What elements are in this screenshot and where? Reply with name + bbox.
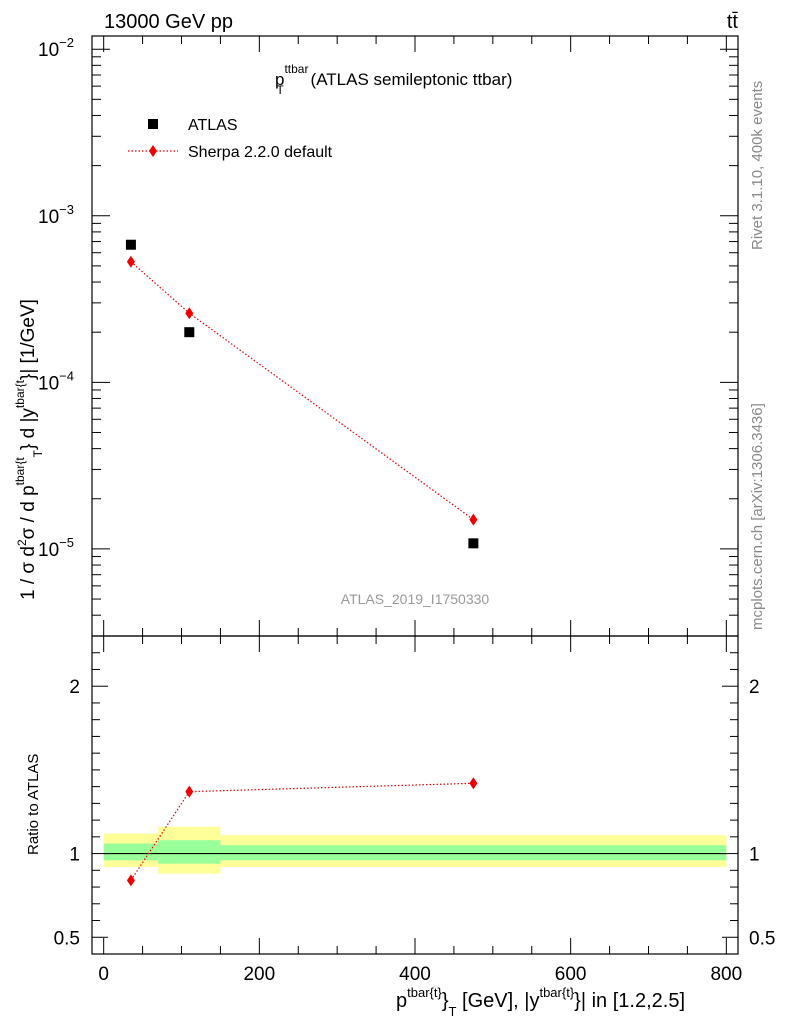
main-axes: 10−2 10−3 10−4 10−5 <box>38 35 738 637</box>
sherpa-point <box>469 513 478 526</box>
xlabel-sub: T <box>449 1004 457 1019</box>
sherpa-point <box>126 255 135 268</box>
x-tick-label: 0 <box>98 964 109 985</box>
title-sub: T <box>276 83 284 97</box>
ratio-y-tick-label: 1 <box>69 845 80 866</box>
x-tick-label: 600 <box>555 964 587 985</box>
ratio-y-label: Ratio to ATLAS <box>25 754 42 855</box>
process-label: tt̄ <box>727 11 739 33</box>
mcplots-label: mcplots.cern.ch [arXiv:1306.3436] <box>749 403 766 630</box>
x-tick-label: 200 <box>243 964 275 985</box>
xlabel-end: }| in [1.2,2.5] <box>574 990 685 1012</box>
title-rest: (ATLAS semileptonic ttbar) <box>306 70 513 89</box>
ratio-panel: 0 200 400 600 800 0.5 0.5 1 1 2 2 Ratio to ATLAS p… <box>25 635 775 1019</box>
main-y-tick-label: 10−4 <box>38 368 74 394</box>
ratio-y-tick-label: 0.5 <box>54 928 80 949</box>
xlabel-close: } <box>442 990 449 1012</box>
analysis-watermark: ATLAS_2019_I1750330 <box>341 591 490 607</box>
x-axis-label: ptbar{t}}T [GeV], |ytbar{t}}| in [1.2,2.… <box>396 985 685 1019</box>
energy-label: 13000 GeV pp <box>104 11 233 33</box>
atlas-point <box>468 538 479 549</box>
sherpa-point <box>185 307 194 320</box>
atlas-point <box>125 239 136 250</box>
ratio-marks <box>103 777 727 887</box>
ratio-y-tick-label-right: 0.5 <box>749 928 775 949</box>
main-y-tick-label: 10−2 <box>38 35 74 61</box>
xlabel-mid: [GeV], |y <box>456 990 539 1012</box>
title-sup: ttbar <box>284 62 308 76</box>
ratio-axes: 0 200 400 600 800 0.5 0.5 1 1 2 2 <box>54 636 775 985</box>
rivet-label: Rivet 3.1.10, 400k events <box>749 81 766 250</box>
ratio-sherpa-point <box>126 874 135 887</box>
title-main: p <box>275 70 284 89</box>
x-tick-label: 400 <box>399 964 431 985</box>
legend: ATLAS Sherpa 2.2.0 default <box>128 117 333 161</box>
ratio-band-inner <box>158 840 221 864</box>
x-tick-label: 800 <box>710 964 742 985</box>
main-y-tick-label: 10−5 <box>38 535 74 561</box>
atlas-point <box>184 327 195 338</box>
legend-atlas-label: ATLAS <box>188 117 238 134</box>
legend-atlas-marker <box>148 119 158 129</box>
legend-sherpa-marker <box>149 145 157 157</box>
xlabel-p: p <box>396 990 407 1012</box>
ratio-band-inner <box>220 845 727 861</box>
ratio-band-inner <box>103 843 159 861</box>
ratio-y-tick-label: 2 <box>69 677 80 698</box>
main-panel: 10−2 10−3 10−4 10−5 pttbar T (ATLAS semilept… <box>13 35 739 637</box>
xlabel-sup2: tbar{t} <box>539 985 574 1000</box>
xlabel-sup1: tbar{t} <box>407 985 442 1000</box>
ratio-sherpa-point <box>185 785 194 798</box>
main-y-tick-label: 10−3 <box>38 202 74 228</box>
ratio-sherpa-point <box>469 777 478 790</box>
plot-title: pttbar T (ATLAS semileptonic ttbar) <box>275 62 512 97</box>
legend-sherpa-label: Sherpa 2.2.0 default <box>188 144 333 161</box>
ratio-y-tick-label-right: 2 <box>749 677 760 698</box>
main-y-label: 1 / σ d2σ / d ptbar{tT} d |ytbar{t}| [1/… <box>13 299 45 600</box>
main-marks <box>125 239 479 549</box>
ratio-y-tick-label-right: 1 <box>749 845 760 866</box>
